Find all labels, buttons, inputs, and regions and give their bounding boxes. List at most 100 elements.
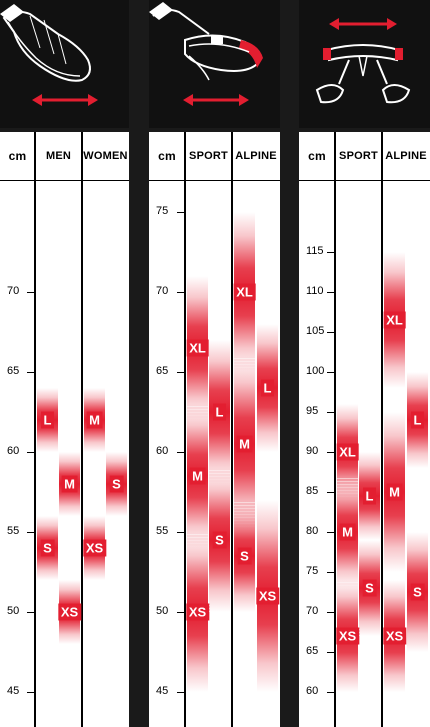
size-label: S [237,547,252,565]
tick-mark [327,572,335,573]
size-label: XL [186,339,209,357]
tick-label: 80 [306,525,319,537]
size-band-alpine-xs: XS [382,580,407,692]
size-band-men-xs: XS [57,580,82,644]
tick-label: 45 [7,685,20,697]
column-divider [231,132,233,727]
tick-label: 60 [7,445,20,457]
size-label: XL [336,443,359,461]
tick-label: 65 [306,645,319,657]
size-band-alpine-xl: XL [383,252,406,388]
tick-label: 75 [156,205,169,217]
column-header-men: MEN [35,132,82,181]
size-band-sport-xs: XS [335,580,360,692]
size-label: M [386,483,403,501]
size-band-sport-l: L [209,340,230,484]
size-band-women-s: S [106,452,127,516]
size-band-alpine-s: S [234,500,255,612]
size-label: S [410,583,425,601]
size-band-alpine-m: M [234,356,255,532]
tick-mark [27,532,35,533]
size-label: XL [233,283,256,301]
column-header-women: WOMEN [82,132,129,181]
tick-mark [327,652,335,653]
tick-mark [327,492,335,493]
full-harness-panel: cm SPORT ALPINE 60 65 70 75 80 85 90 95 100 105 110 11… [299,0,430,727]
size-label: L [212,403,227,421]
full-harness-icon-box [299,0,430,128]
tick-label: 70 [156,285,169,297]
tick-mark [327,532,335,533]
column-divider [334,132,336,727]
size-band-sport-xs: XS [185,532,210,692]
size-label: S [362,579,377,597]
size-label: XS [335,627,360,645]
size-band-alpine-l: L [407,372,428,468]
tick-mark [27,612,35,613]
tick-mark [27,372,35,373]
tick-mark [327,292,335,293]
tick-label: 95 [306,405,319,417]
size-band-women-xs: XS [82,516,107,580]
column-header-alpine: ALPINE [232,132,280,181]
leg-loop-table: cm MEN WOMEN 45 50 55 60 65 70 L S M XS M XS S [0,132,129,727]
tick-label: 90 [306,445,319,457]
size-label: M [61,475,78,493]
tick-mark [177,692,185,693]
size-label: M [189,467,206,485]
tick-label: 100 [306,365,325,377]
size-band-women-m: M [84,388,105,452]
tick-mark [327,332,335,333]
full-harness-table: cm SPORT ALPINE 60 65 70 75 80 85 90 95 100 105 110 11… [299,132,430,727]
leg-loop-panel: cm MEN WOMEN 45 50 55 60 65 70 L S M XS M XS S [0,0,129,727]
leg-loop-icon-box [0,0,129,128]
size-label: XS [255,587,280,605]
size-label: XS [82,539,107,557]
tick-label: 65 [156,365,169,377]
size-band-sport-s: S [209,468,230,612]
tick-mark [177,612,185,613]
tick-label: 50 [156,605,169,617]
size-band-sport-m: M [187,404,208,548]
tick-label: 70 [7,285,20,297]
tick-mark [177,532,185,533]
tick-mark [327,252,335,253]
size-band-sport-s: S [359,540,380,636]
waist-belt-icon-box [149,0,280,128]
column-divider [184,132,186,727]
tick-mark [27,452,35,453]
tick-label: 60 [306,685,319,697]
size-band-men-l: L [37,388,58,452]
size-band-sport-m: M [337,476,358,588]
tick-label: 75 [306,565,319,577]
tick-label: 55 [156,525,169,537]
size-label: M [339,523,356,541]
size-label: M [236,435,253,453]
size-band-alpine-m: M [384,412,405,572]
tick-mark [327,692,335,693]
size-label: S [109,475,124,493]
full-harness-icon [315,18,411,104]
size-band-sport-xl: XL [186,276,209,420]
column-header-alpine: ALPINE [382,132,430,181]
tick-label: 65 [7,365,20,377]
tick-mark [177,212,185,213]
size-band-alpine-xs: XS [255,500,280,692]
column-divider [81,132,83,727]
tick-label: 115 [306,245,324,257]
size-band-sport-l: L [359,452,380,540]
size-band-alpine-l: L [257,324,278,452]
tick-mark [327,612,335,613]
unit-header: cm [149,132,185,181]
tick-mark [327,372,335,373]
size-label: L [410,411,425,429]
tick-mark [27,692,35,693]
tick-mark [27,292,35,293]
tick-mark [327,452,335,453]
size-label: L [40,411,55,429]
size-label: XS [185,603,210,621]
size-label: XS [382,627,407,645]
tick-label: 105 [306,325,325,337]
size-band-men-m: M [59,452,80,516]
